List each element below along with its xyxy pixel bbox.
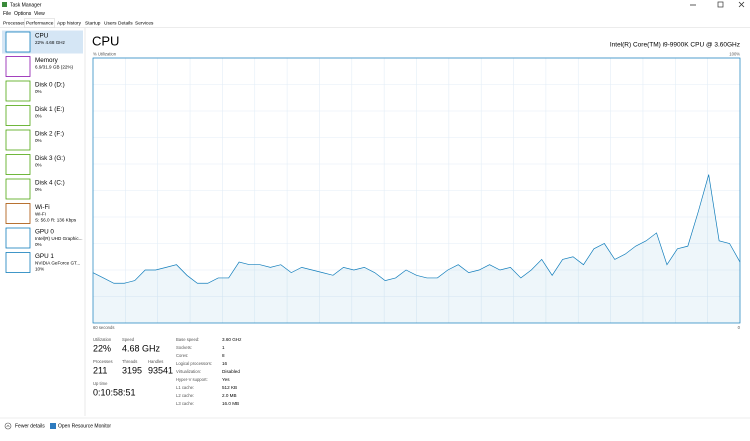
item-thumbnail[interactable] [5,178,31,200]
tab[interactable]: Details [118,20,133,26]
item-thumbnail[interactable] [5,227,31,249]
app-icon [2,2,7,7]
menu-item[interactable]: File [3,11,11,17]
utilization-area [93,174,740,323]
item-detail: 10% [35,267,44,272]
info-value: 3.60 GHz [222,337,242,342]
tab[interactable]: Services [135,20,154,26]
stat-label: Speed [122,337,135,342]
fewer-details[interactable]: Fewer details [15,423,45,429]
stat-label: Up time [93,381,108,386]
info-value: 16 [222,361,228,366]
item-thumbnail[interactable] [5,252,31,273]
item-detail: Wi-Fi [35,212,46,217]
tab[interactable]: Processes [3,20,26,26]
fewer-details-arrow [6,424,10,428]
active-tab [24,18,55,28]
info-value: 2.0 MB [222,393,237,398]
item-detail: 0% [35,114,42,119]
stat-value: 3195 [122,365,142,375]
item-name[interactable]: Memory [35,57,59,64]
item-thumbnail[interactable] [5,80,31,102]
stat-label: Processes [93,359,113,364]
stat-value: 22% [93,343,111,353]
info-label: L1 cache: [176,385,194,390]
stat-label: Utilization [93,337,112,342]
info-label: Hyper-V support: [176,377,208,382]
tab[interactable]: Performance [26,20,54,26]
item-name[interactable]: Disk 2 (F:) [35,131,64,138]
utilization-line [92,174,741,284]
info-value: 8 [222,353,225,358]
fewer-details-icon[interactable] [4,422,12,430]
item-name[interactable]: Disk 4 (C:) [35,180,65,187]
item-detail: 0% [35,138,42,143]
page-title: CPU [92,33,119,48]
menu-item[interactable]: View [34,11,45,17]
info-label: Virtualization: [176,369,201,374]
item-detail: 0% [35,89,42,94]
item-thumbnail[interactable] [5,203,31,224]
x-start-label: 60 seconds [93,325,114,330]
close-button[interactable] [738,1,745,8]
graph-border [92,57,741,324]
tab[interactable]: Startup [85,20,101,26]
stat-label: Handles [148,359,163,364]
menu-item[interactable]: Options [14,11,32,17]
item-name[interactable]: GPU 0 [35,229,54,236]
resource-monitor-icon[interactable] [50,423,56,429]
info-label: Base speed: [176,337,199,342]
processor-name: Intel(R) Core(TM) i9-9900K CPU @ 3.60GHz [610,42,740,49]
item-detail: 0% [35,242,42,247]
item-name[interactable]: GPU 1 [35,253,54,260]
info-label: Cores: [176,353,188,358]
stat-value: 4.68 GHz [122,343,161,353]
item-detail: NVIDIA GeForce GT... [35,261,80,266]
stat-label: Threads [122,359,137,364]
y-tick-label: 100% [729,52,740,57]
info-value: 512 KB [222,385,237,390]
info-value: 16.0 MB [222,401,239,406]
tab[interactable]: App history [57,20,82,26]
stat-value: 93541 [148,365,173,375]
info-label: Sockets: [176,345,192,350]
item-name[interactable]: Disk 0 (D:) [35,82,65,89]
tab[interactable]: Users [104,20,117,26]
info-label: L3 cache: [176,401,194,406]
x-end-label: 0 [738,325,741,330]
info-value: 1 [222,345,225,350]
item-thumbnail[interactable] [5,56,31,77]
item-name[interactable]: Disk 1 (E:) [35,106,64,113]
stat-value: 211 [93,365,107,375]
item-detail: Intel(R) UHD Graphic... [35,236,82,241]
open-resource-monitor[interactable]: Open Resource Monitor [58,423,111,429]
item-detail: 6.9/31.9 GB (22%) [35,65,74,70]
item-detail: S: 56.0 R: 136 Kbps [35,218,77,223]
item-detail: 22% 4.68 GHz [35,40,66,45]
item-name[interactable]: Wi-Fi [35,204,50,211]
item-thumbnail[interactable] [5,129,31,151]
y-axis-label: % Utilization [93,52,117,57]
item-name[interactable]: CPU [35,33,49,40]
item-thumbnail[interactable] [5,105,31,126]
item-detail: 0% [35,163,42,168]
window-title: Task Manager [10,2,42,8]
item-detail: 0% [35,187,42,192]
info-label: Logical processors: [176,361,212,366]
maximize-button[interactable] [717,1,724,8]
item-name[interactable]: Disk 3 (G:) [35,155,65,162]
info-label: L2 cache: [176,393,194,398]
item-thumbnail[interactable] [5,154,31,175]
info-value: Yes [222,377,230,382]
info-value: Disabled [222,369,240,374]
stat-value: 0:10:58:51 [93,387,136,397]
item-thumbnail[interactable] [5,31,31,53]
